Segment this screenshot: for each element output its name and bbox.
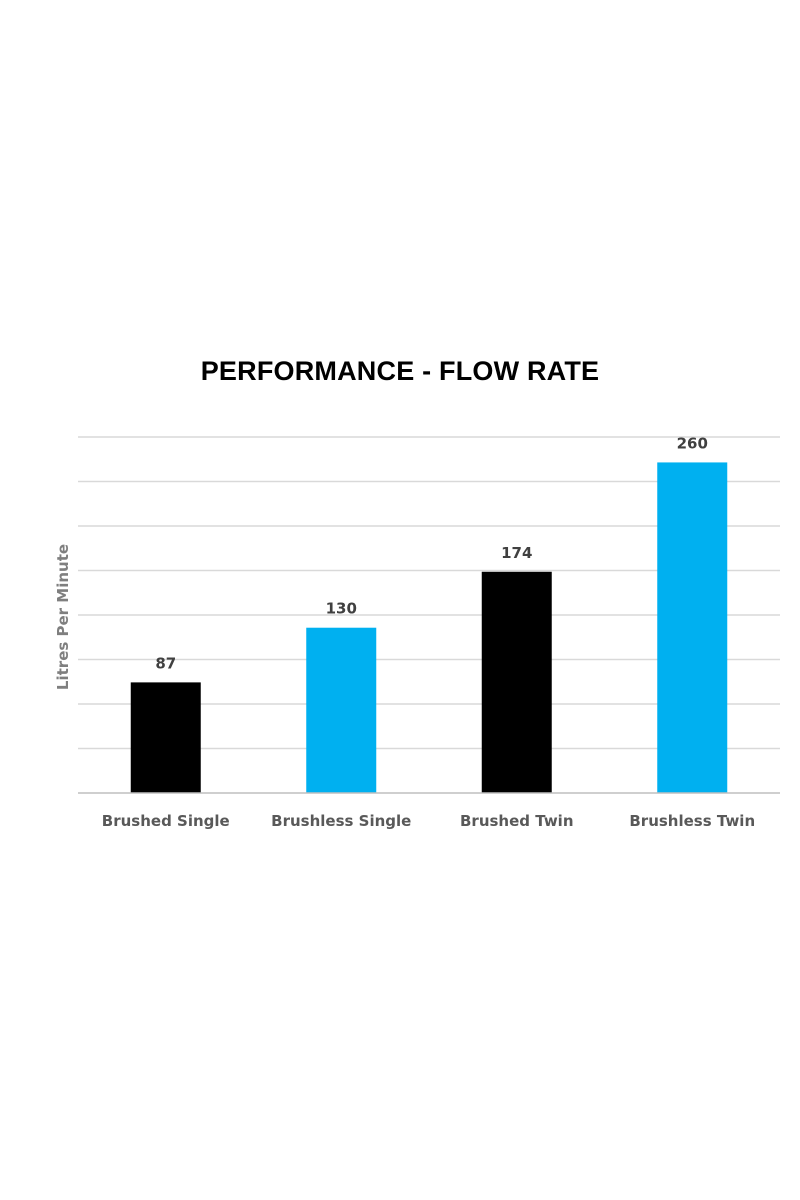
category-label: Brushless Single	[271, 812, 411, 830]
chart-title: PERFORMANCE - FLOW RATE	[200, 356, 600, 386]
bar	[306, 627, 377, 793]
data-label: 174	[501, 544, 532, 562]
bar	[481, 571, 552, 793]
category-label: Brushless Twin	[629, 812, 755, 830]
bar	[657, 462, 728, 793]
category-labels: Brushed Single Brushless Single Brushed Tw…	[102, 812, 755, 830]
data-label: 87	[155, 654, 176, 672]
bars	[130, 462, 728, 793]
category-label: Brushed Twin	[460, 812, 574, 830]
data-labels: 87 130 174 260	[155, 434, 708, 672]
data-label: 260	[677, 434, 708, 452]
y-axis-label: Litres Per Minute	[54, 544, 72, 690]
bar	[130, 682, 201, 793]
category-label: Brushed Single	[102, 812, 230, 830]
data-label: 130	[326, 600, 357, 618]
